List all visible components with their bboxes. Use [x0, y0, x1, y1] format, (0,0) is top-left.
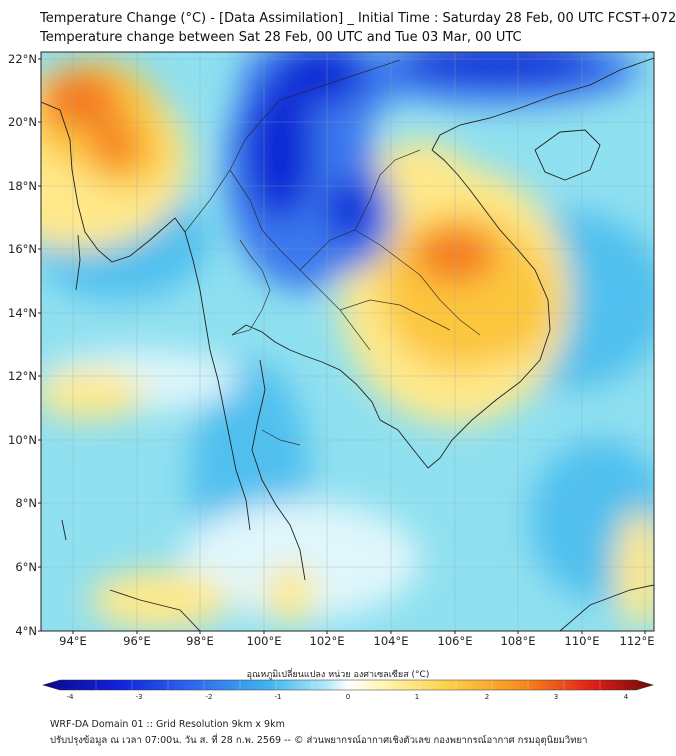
lat-label: 18°N	[8, 179, 37, 193]
colorbar-tick: -2	[206, 693, 213, 701]
country-borders	[184, 59, 481, 446]
colorbar-tick: -3	[136, 693, 143, 701]
lon-label: 102°E	[310, 634, 345, 648]
colorbar-tick: 0	[346, 693, 350, 701]
lat-label: 10°N	[8, 433, 37, 447]
colorbar-tick: 1	[415, 693, 419, 701]
lon-label: 104°E	[374, 634, 409, 648]
footer-model-info: WRF-DA Domain 01 :: Grid Resolution 9km …	[50, 719, 285, 730]
colorbar-tick: -4	[67, 693, 75, 701]
lon-label: 100°E	[247, 634, 282, 648]
lat-label: 6°N	[15, 560, 37, 574]
lon-label: 108°E	[501, 634, 536, 648]
lat-axis: 22°N 20°N 18°N 16°N 14°N 12°N 10°N 8°N 6…	[8, 52, 37, 638]
gridlines	[41, 52, 654, 631]
colorbar-tick: 2	[485, 693, 489, 701]
lon-label: 94°E	[59, 634, 87, 648]
temperature-field	[41, 52, 654, 631]
lat-label: 4°N	[15, 624, 37, 638]
lat-label: 20°N	[8, 115, 37, 129]
footer-update-info: ปรับปรุงข้อมูล ณ เวลา 07:00น. วัน ส. ที่…	[50, 735, 588, 746]
plot-frame	[40, 51, 655, 632]
coastlines	[41, 57, 654, 631]
colorbar-segments	[95, 680, 601, 690]
colorbar-label: อุณหภูมิเปลี่ยนแปลง หน่วย องศาเซลเซียส (…	[246, 670, 430, 680]
lon-label: 98°E	[186, 634, 214, 648]
lon-label: 112°E	[620, 634, 655, 648]
colorbar-tick: 4	[624, 693, 629, 701]
colorbar-tick: 3	[554, 693, 558, 701]
lat-label: 12°N	[8, 369, 37, 383]
lon-label: 106°E	[438, 634, 473, 648]
lat-label: 14°N	[8, 306, 37, 320]
colorbar-tick: -1	[275, 693, 282, 701]
lat-label: 16°N	[8, 242, 37, 256]
lat-ticks	[38, 58, 41, 632]
map-title: Temperature Change (°C) - [Data Assimila…	[40, 11, 676, 26]
lon-label: 110°E	[565, 634, 600, 648]
lat-label: 8°N	[15, 496, 37, 510]
lon-label: 96°E	[123, 634, 151, 648]
lat-label: 22°N	[8, 52, 37, 66]
lon-ticks	[72, 631, 646, 634]
colorbar: -4 -3 -2 -1 0 1 2 3 4	[41, 679, 655, 701]
map-subtitle: Temperature change between Sat 28 Feb, 0…	[40, 30, 522, 45]
lon-axis: 94°E 96°E 98°E 100°E 102°E 104°E 106°E 1…	[59, 634, 654, 648]
